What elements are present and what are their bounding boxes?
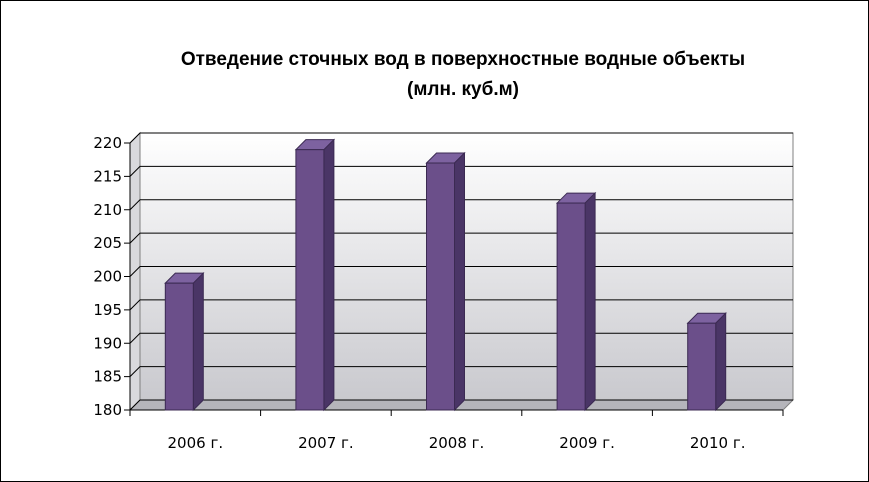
bar-side <box>715 312 727 412</box>
bar-front <box>164 282 194 411</box>
y-tick-label: 215 <box>93 167 122 185</box>
axis-labels: 180 185 190 195 200 205 210 215 220 2006 г. 2007 г… <box>93 134 745 452</box>
bar-2006 г. <box>164 271 205 412</box>
gridline-215 <box>129 165 793 177</box>
x-category-label: 2010 г. <box>690 434 746 452</box>
y-tick-label: 180 <box>93 401 122 419</box>
bars <box>164 138 727 412</box>
axes <box>129 143 784 416</box>
y-tick-label: 195 <box>93 301 122 319</box>
x-category-label: 2006 г. <box>168 434 224 452</box>
bar-side <box>192 271 204 412</box>
bar-front <box>295 149 325 411</box>
y-tick-label: 200 <box>93 268 122 286</box>
y-tick-label: 220 <box>93 134 122 152</box>
chart-title-line1: Отведение сточных вод в поверхностные во… <box>180 49 746 70</box>
bar-front <box>687 322 717 411</box>
bar-2007 г. <box>294 138 336 412</box>
chart-title: Отведение сточных вод в поверхностные во… <box>1 45 869 105</box>
x-category-label: 2008 г. <box>429 434 485 452</box>
chart-title-line2: (млн. куб.м) <box>407 79 519 100</box>
bar-front <box>556 202 586 411</box>
bar-side <box>323 138 335 412</box>
bar-side <box>454 151 465 412</box>
bar-side <box>584 191 596 412</box>
y-tick-label: 210 <box>93 201 122 219</box>
bar-front <box>426 162 455 411</box>
bar-2008 г. <box>425 151 466 412</box>
y-tick-label: 205 <box>93 234 122 252</box>
y-tick-label: 190 <box>93 334 122 352</box>
bar-2010 г. <box>686 312 727 412</box>
x-category-label: 2009 г. <box>559 434 615 452</box>
y-tick-label: 185 <box>93 368 122 386</box>
gridline-220 <box>129 132 793 144</box>
bar-2009 г. <box>555 191 597 412</box>
x-category-label: 2007 г. <box>298 434 354 452</box>
